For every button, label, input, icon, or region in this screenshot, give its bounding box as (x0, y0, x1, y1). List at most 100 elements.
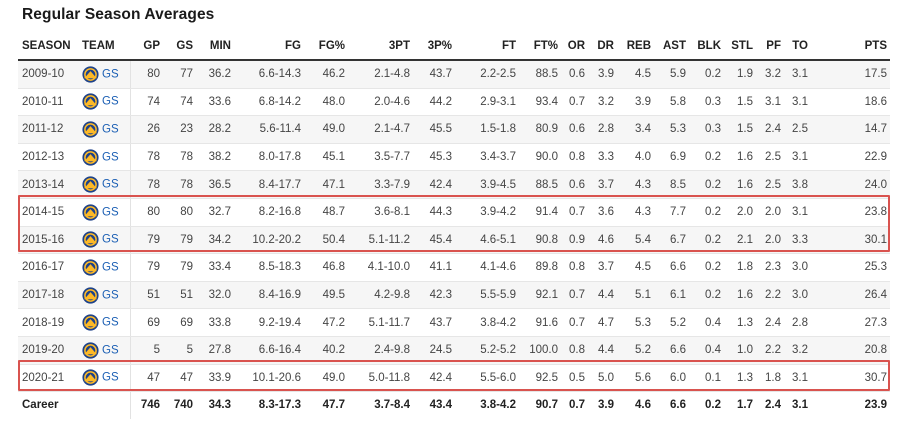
column-header-fg[interactable]: FG (234, 32, 304, 61)
stat-cell-reb: 4.5 (617, 60, 654, 89)
stat-cell-to: 3.1 (784, 88, 811, 117)
stat-cell-gs: 78 (163, 143, 196, 172)
column-header-or[interactable]: OR (561, 32, 588, 61)
stat-cell-min: 33.9 (196, 364, 234, 393)
stat-cell-dr: 5.0 (588, 364, 617, 393)
team-link[interactable]: GS (102, 178, 119, 191)
stat-cell-min: 38.2 (196, 143, 234, 172)
team-cell: GS (78, 308, 131, 337)
team-cell: GS (78, 281, 131, 310)
stat-cell-to: 3.3 (784, 226, 811, 255)
season-cell: 2018-19 (18, 308, 78, 337)
season-cell: 2013-14 (18, 170, 78, 199)
team-link[interactable]: GS (102, 261, 119, 274)
column-header-fg-pct[interactable]: FG% (304, 32, 348, 61)
career-stat-or: 0.7 (561, 391, 588, 419)
column-header-3pt[interactable]: 3PT (348, 32, 413, 61)
stat-cell-or: 0.7 (561, 281, 588, 310)
stat-cell-3pt: 2.4-9.8 (348, 336, 413, 365)
stat-cell-to: 3.0 (784, 253, 811, 282)
stat-cell-fg: 8.4-17.7 (234, 170, 304, 199)
warriors-logo-icon (82, 259, 102, 276)
stat-cell-min: 36.2 (196, 60, 234, 89)
team-link[interactable]: GS (102, 95, 119, 108)
stat-cell-blk: 0.3 (689, 115, 724, 144)
stat-cell-dr: 3.7 (588, 170, 617, 199)
column-header-gp[interactable]: GP (130, 32, 163, 61)
column-header-team[interactable]: TEAM (78, 32, 130, 61)
career-stat-ft: 3.8-4.2 (455, 391, 519, 419)
table-row: 2010-11 GS 74 74 33.6 6.8-14.2 48.0 2.0-4.6 44.2… (18, 88, 890, 117)
warriors-logo-icon (82, 93, 102, 110)
stat-cell-pf: 2.3 (756, 253, 784, 282)
stat-cell-ft-pct: 93.4 (519, 88, 561, 117)
team-link[interactable]: GS (102, 344, 119, 357)
column-header-ast[interactable]: AST (654, 32, 689, 61)
stat-cell-fg-pct: 50.4 (304, 226, 348, 255)
stat-cell-pts: 14.7 (811, 115, 890, 144)
team-link[interactable]: GS (102, 316, 119, 329)
stat-cell-ft-pct: 91.4 (519, 198, 561, 227)
stat-cell-reb: 4.3 (617, 170, 654, 199)
stat-cell-fg-pct: 48.0 (304, 88, 348, 117)
column-header-ft[interactable]: FT (455, 32, 519, 61)
warriors-logo-icon (82, 204, 102, 221)
stat-cell-reb: 3.4 (617, 115, 654, 144)
column-header-gs[interactable]: GS (163, 32, 196, 61)
career-stat-fg: 8.3-17.3 (234, 391, 304, 419)
stat-cell-fg-pct: 47.2 (304, 308, 348, 337)
stat-cell-pts: 20.8 (811, 336, 890, 365)
team-link[interactable]: GS (102, 68, 119, 81)
team-link[interactable]: GS (102, 123, 119, 136)
stat-cell-stl: 1.9 (724, 60, 756, 89)
column-header-stl[interactable]: STL (724, 32, 756, 61)
column-header-dr[interactable]: DR (588, 32, 617, 61)
team-link[interactable]: GS (102, 289, 119, 302)
stat-cell-or: 0.7 (561, 308, 588, 337)
stat-cell-ft: 4.1-4.6 (455, 253, 519, 282)
stat-cell-ft: 5.5-5.9 (455, 281, 519, 310)
stat-cell-blk: 0.4 (689, 336, 724, 365)
warriors-logo-icon (82, 176, 102, 193)
stat-cell-fg: 10.1-20.6 (234, 364, 304, 393)
stat-cell-to: 3.1 (784, 364, 811, 393)
stat-cell-dr: 3.7 (588, 253, 617, 282)
stat-cell-gp: 80 (130, 60, 163, 89)
team-link[interactable]: GS (102, 371, 119, 384)
column-header-ft-pct[interactable]: FT% (519, 32, 561, 61)
warriors-logo-icon (82, 314, 102, 331)
career-stat-gs: 740 (163, 391, 196, 419)
team-cell: GS (78, 60, 131, 89)
column-header-season[interactable]: SEASON (18, 32, 78, 61)
stat-cell-ft: 3.8-4.2 (455, 308, 519, 337)
stat-cell-ast: 5.3 (654, 115, 689, 144)
column-header-blk[interactable]: BLK (689, 32, 724, 61)
season-cell: 2014-15 (18, 198, 78, 227)
column-header-pf[interactable]: PF (756, 32, 784, 61)
column-header-to[interactable]: TO (784, 32, 811, 61)
stat-cell-pf: 2.0 (756, 198, 784, 227)
team-link[interactable]: GS (102, 151, 119, 164)
stat-cell-reb: 5.2 (617, 336, 654, 365)
stat-cell-ft: 2.9-3.1 (455, 88, 519, 117)
column-header-min[interactable]: MIN (196, 32, 234, 61)
stat-cell-ft-pct: 88.5 (519, 170, 561, 199)
career-stat-pts: 23.9 (811, 391, 890, 419)
table-row: 2011-12 GS 26 23 28.2 5.6-11.4 49.0 2.1-4.7 45.5… (18, 115, 890, 144)
stat-cell-reb: 4.3 (617, 198, 654, 227)
column-header-reb[interactable]: REB (617, 32, 654, 61)
column-header-pts[interactable]: PTS (811, 32, 890, 61)
column-header-3p-pct[interactable]: 3P% (413, 32, 455, 61)
stat-cell-ast: 5.8 (654, 88, 689, 117)
stat-cell-ft-pct: 89.8 (519, 253, 561, 282)
stat-cell-ft: 5.5-6.0 (455, 364, 519, 393)
team-link[interactable]: GS (102, 206, 119, 219)
stat-cell-gp: 5 (130, 336, 163, 365)
stat-cell-or: 0.7 (561, 88, 588, 117)
stat-cell-gp: 69 (130, 308, 163, 337)
stat-cell-dr: 3.6 (588, 198, 617, 227)
stat-cell-blk: 0.2 (689, 170, 724, 199)
career-stat-stl: 1.7 (724, 391, 756, 419)
team-link[interactable]: GS (102, 233, 119, 246)
stat-cell-min: 34.2 (196, 226, 234, 255)
